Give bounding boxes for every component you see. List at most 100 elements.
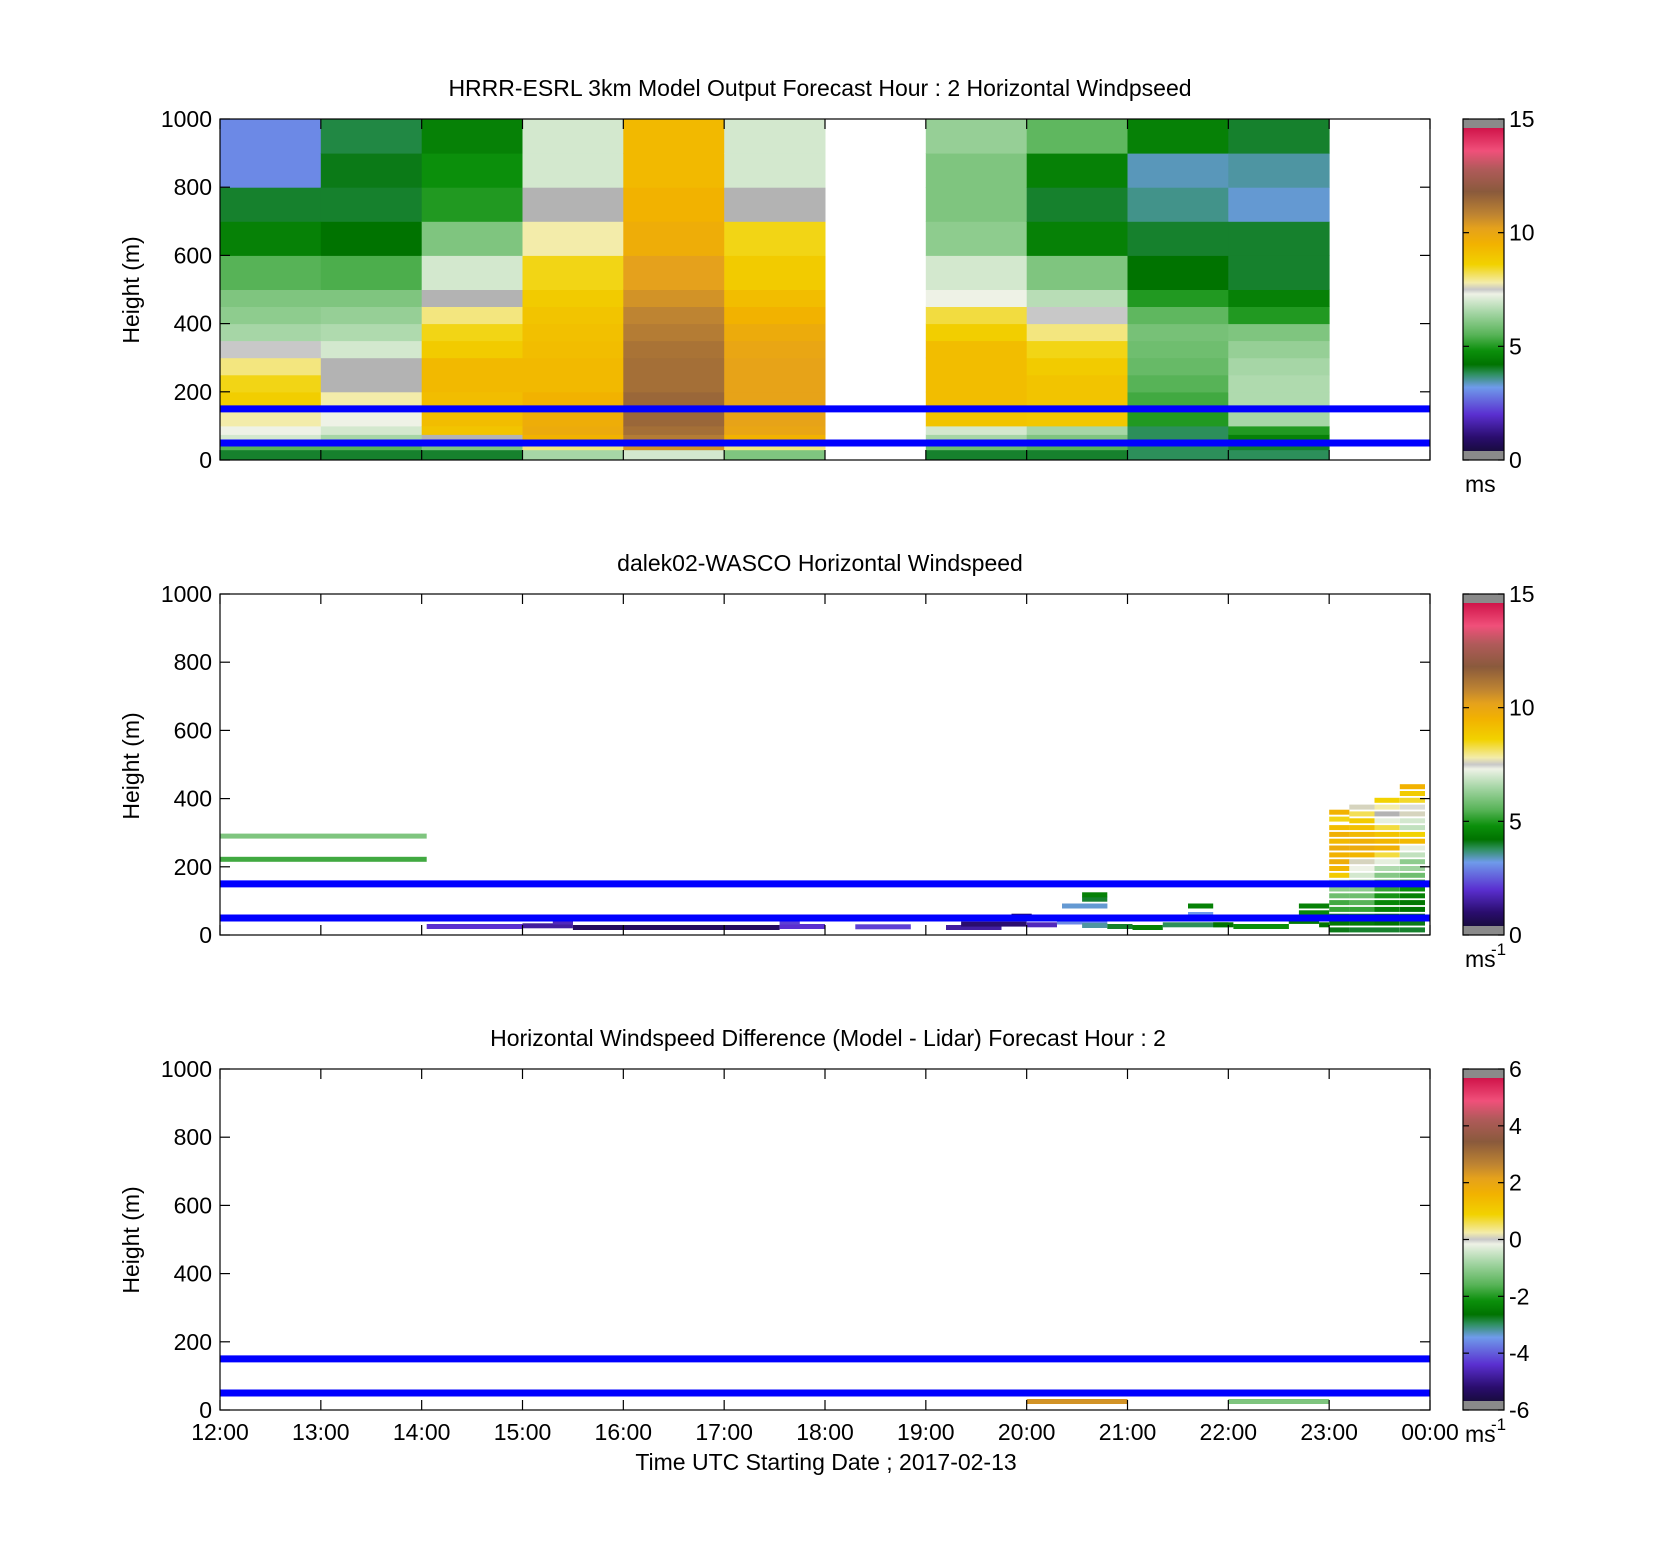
model-cell-19-12 bbox=[925, 221, 1028, 256]
lidar-segment-89 bbox=[1399, 804, 1425, 810]
lidar-segment-43 bbox=[1329, 906, 1350, 912]
model-cell-12-7 bbox=[220, 357, 322, 376]
model-cell-20-1 bbox=[1026, 442, 1128, 451]
model-cell-16-3 bbox=[623, 425, 725, 435]
diff-ytick-label-0: 0 bbox=[199, 1397, 212, 1423]
model-cell-20-9 bbox=[1026, 323, 1128, 342]
diff-colorbar-gradient bbox=[1463, 1069, 1504, 1410]
lidar-colorbar-unit-sup: -1 bbox=[1491, 940, 1506, 959]
model-ytick-label-0: 0 bbox=[199, 447, 212, 473]
model-cell-20-2 bbox=[1026, 434, 1128, 444]
model-cell-17-13 bbox=[724, 187, 826, 222]
model-cell-12-5 bbox=[220, 391, 322, 410]
lidar-segment-84 bbox=[1374, 920, 1400, 926]
diff-cbtick-label-3: 0 bbox=[1509, 1227, 1522, 1253]
model-cell-15-8 bbox=[522, 323, 624, 342]
model-cell-17-15 bbox=[724, 119, 826, 154]
model-cell-19-3 bbox=[925, 425, 1028, 435]
diff-cbtick-label-4: 2 bbox=[1509, 1170, 1522, 1196]
model-cell-22-13 bbox=[1228, 221, 1330, 256]
model-cell-13-10 bbox=[320, 289, 423, 307]
lidar-segment-88 bbox=[1399, 797, 1425, 803]
lidar-ylabel: Height (m) bbox=[118, 712, 144, 819]
lidar-segment-97 bbox=[1399, 859, 1425, 865]
model-cell-14-9 bbox=[421, 306, 523, 325]
model-cell-16-10 bbox=[623, 289, 725, 307]
diff-yticks: 0 200 400 600 800 1000 bbox=[161, 1056, 1430, 1423]
model-cell-22-0 bbox=[1228, 449, 1330, 461]
model-cell-19-6 bbox=[925, 357, 1028, 393]
model-cell-12-13 bbox=[220, 221, 322, 256]
model-cell-17-4 bbox=[724, 408, 826, 427]
lidar-segment-90 bbox=[1399, 811, 1425, 817]
model-cell-13-0 bbox=[320, 449, 423, 461]
model-xticks bbox=[219, 119, 1431, 460]
model-cell-14-6 bbox=[421, 357, 523, 393]
diff-xtick-label-1: 13:00 bbox=[292, 1419, 350, 1445]
lidar-ytick-label-0: 0 bbox=[199, 922, 212, 948]
panel-difference: Horizontal Windspeed Difference (Model -… bbox=[118, 1025, 1530, 1475]
lidar-segment-47 bbox=[1349, 804, 1375, 810]
lidar-reflines bbox=[220, 880, 1430, 922]
lidar-segment-3 bbox=[522, 923, 573, 929]
model-cell-21-12 bbox=[1127, 255, 1229, 290]
diff-segment-1 bbox=[1228, 1399, 1330, 1404]
lidar-segment-21 bbox=[1188, 903, 1214, 909]
lidar-segment-9 bbox=[946, 925, 1002, 930]
model-cell-14-12 bbox=[421, 221, 523, 256]
model-cell-13-4 bbox=[320, 408, 423, 427]
model-cell-22-7 bbox=[1228, 357, 1330, 376]
lidar-segment-93 bbox=[1399, 831, 1425, 837]
model-cell-20-13 bbox=[1026, 221, 1128, 256]
model-cell-22-2 bbox=[1228, 434, 1330, 444]
lidar-segment-107 bbox=[1399, 927, 1425, 933]
model-cell-14-8 bbox=[421, 323, 523, 342]
model-cell-19-7 bbox=[925, 340, 1028, 359]
model-cbtick-label-2: 10 bbox=[1509, 220, 1535, 246]
model-cell-22-12 bbox=[1228, 255, 1330, 290]
diff-ytick-label-3: 600 bbox=[174, 1192, 212, 1218]
diff-colorbar: -6 -4 -2 0 2 4 6 ms-1 bbox=[1462, 1056, 1530, 1447]
lidar-segment-98 bbox=[1399, 866, 1425, 871]
lidar-segment-32 bbox=[1329, 831, 1350, 837]
model-cell-17-5 bbox=[724, 391, 826, 410]
lidar-segment-28 bbox=[1319, 922, 1330, 928]
lidar-colorbar: 0 5 10 15 ms-1 bbox=[1462, 581, 1535, 972]
diff-segment-0 bbox=[1026, 1399, 1128, 1404]
model-cell-16-15 bbox=[623, 119, 725, 154]
model-cell-22-11 bbox=[1228, 289, 1330, 307]
model-cell-22-1 bbox=[1228, 442, 1330, 451]
lidar-colorbar-over bbox=[1463, 594, 1504, 603]
lidar-segment-62 bbox=[1349, 906, 1375, 912]
model-cell-14-13 bbox=[421, 187, 523, 222]
model-cell-16-7 bbox=[623, 340, 725, 359]
lidar-colorbar-under bbox=[1463, 926, 1504, 935]
lidar-segment-20 bbox=[1162, 922, 1229, 928]
lidar-segment-37 bbox=[1329, 866, 1350, 871]
model-cell-14-7 bbox=[421, 340, 523, 359]
lidar-segment-86 bbox=[1399, 784, 1425, 790]
model-cell-22-16 bbox=[1228, 119, 1330, 154]
model-cell-19-5 bbox=[925, 391, 1028, 410]
lidar-segment-35 bbox=[1329, 852, 1350, 858]
model-cell-21-14 bbox=[1127, 187, 1229, 222]
lidar-segment-23 bbox=[1213, 922, 1234, 928]
model-cell-13-13 bbox=[320, 187, 423, 222]
lidar-segment-69 bbox=[1374, 818, 1400, 824]
model-cell-12-6 bbox=[220, 374, 322, 393]
model-colorbar-gradient bbox=[1463, 119, 1504, 460]
model-cell-17-12 bbox=[724, 221, 826, 256]
lidar-segment-46 bbox=[1329, 927, 1350, 933]
model-cell-20-6 bbox=[1026, 374, 1128, 393]
model-cell-17-9 bbox=[724, 306, 826, 325]
model-cell-22-8 bbox=[1228, 340, 1330, 359]
model-cell-21-4 bbox=[1127, 408, 1229, 427]
model-cell-21-2 bbox=[1127, 434, 1229, 444]
lidar-segment-71 bbox=[1374, 831, 1400, 837]
model-cell-12-0 bbox=[220, 449, 322, 461]
model-cell-22-6 bbox=[1228, 374, 1330, 393]
lidar-data-layer bbox=[220, 784, 1425, 933]
model-cell-16-8 bbox=[623, 323, 725, 342]
lidar-segment-92 bbox=[1399, 825, 1425, 831]
lidar-segment-64 bbox=[1349, 920, 1375, 926]
